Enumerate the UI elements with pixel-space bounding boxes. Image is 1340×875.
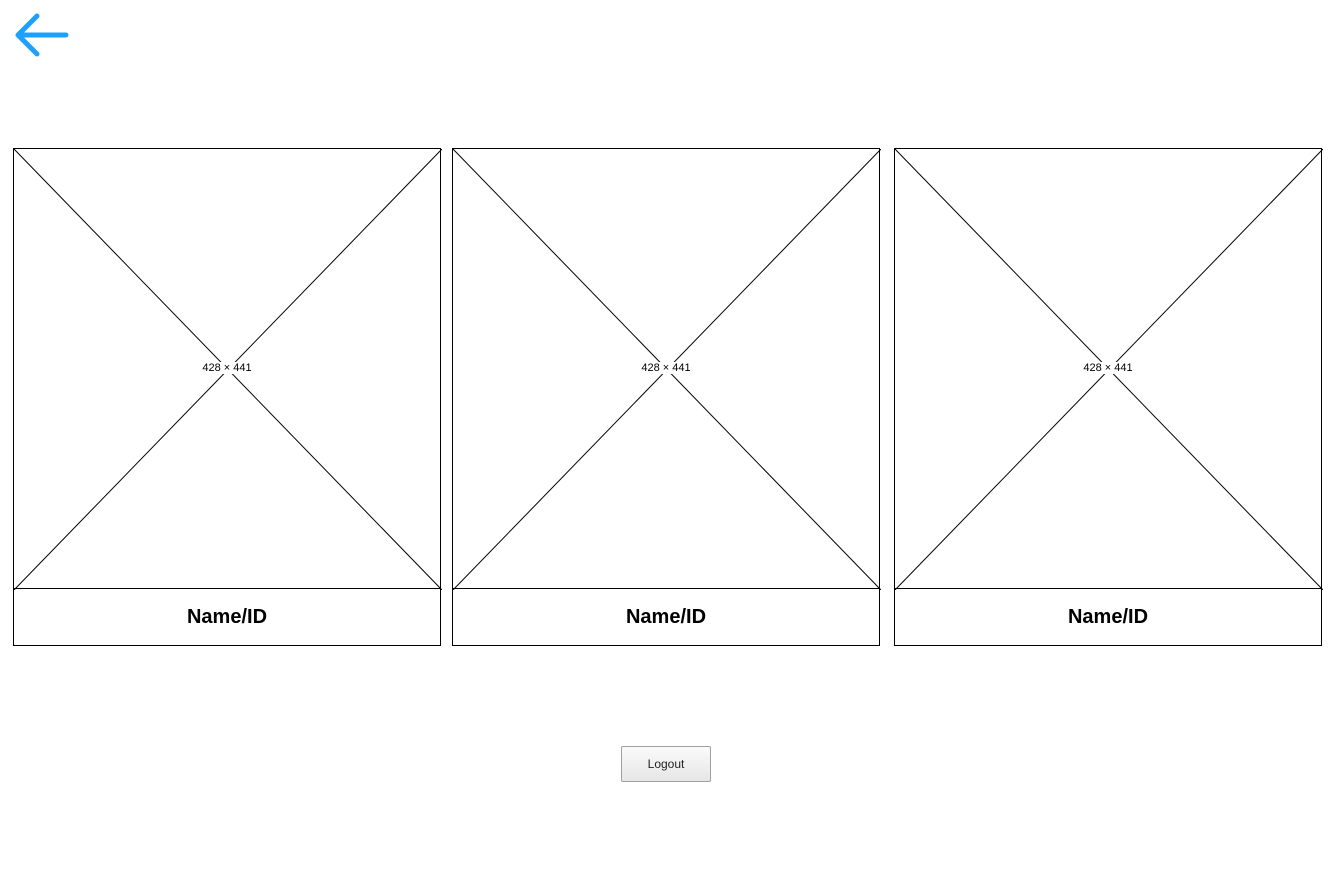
- image-placeholder: 428 × 441: [13, 148, 442, 590]
- image-dimensions: 428 × 441: [201, 362, 253, 374]
- image-placeholder: 428 × 441: [894, 148, 1323, 590]
- arrow-left-icon: [15, 13, 69, 57]
- image-placeholder: 428 × 441: [452, 148, 881, 590]
- card-name-label: Name/ID: [894, 589, 1322, 646]
- card-name-label: Name/ID: [452, 589, 880, 646]
- image-dimensions: 428 × 441: [640, 362, 692, 374]
- profile-card[interactable]: 428 × 441 Name/ID: [13, 148, 442, 646]
- card-name-label: Name/ID: [13, 589, 441, 646]
- image-dimensions: 428 × 441: [1082, 362, 1134, 374]
- back-button[interactable]: [12, 12, 70, 60]
- logout-button[interactable]: Logout: [621, 746, 711, 782]
- profile-card[interactable]: 428 × 441 Name/ID: [894, 148, 1323, 646]
- profile-card[interactable]: 428 × 441 Name/ID: [452, 148, 881, 646]
